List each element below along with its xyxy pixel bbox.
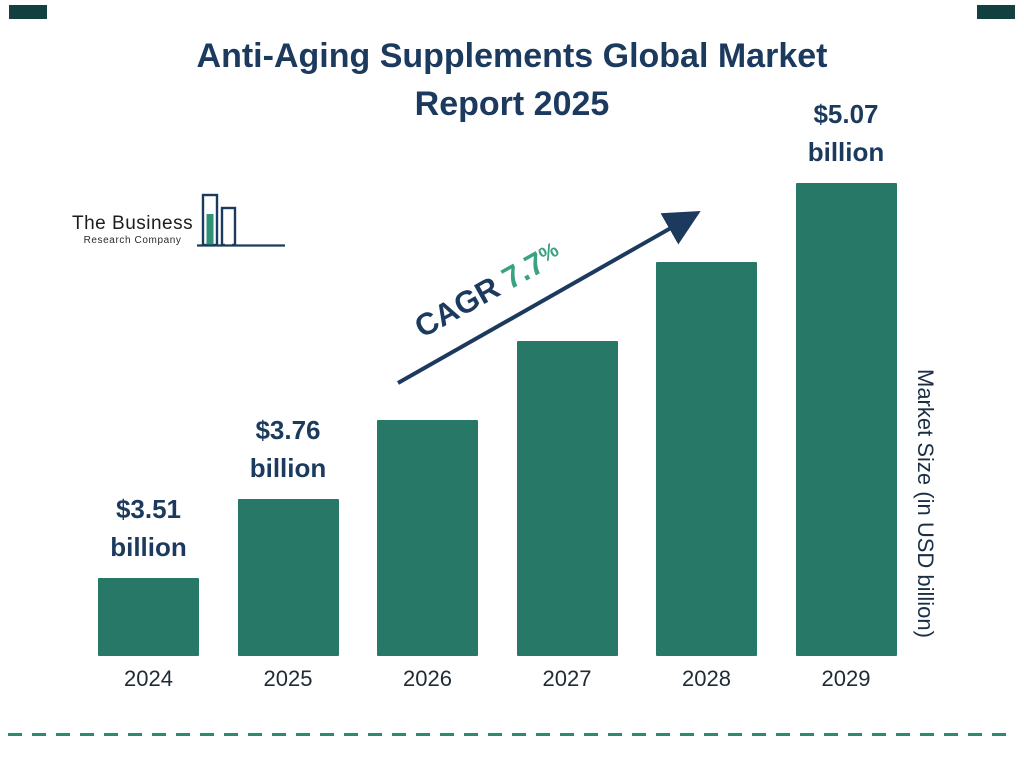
company-logo-text: The Business Research Company bbox=[72, 213, 193, 254]
x-tick-2026: 2026 bbox=[403, 666, 452, 691]
value-label-2024: $3.51 billion bbox=[59, 490, 239, 566]
bar-2026 bbox=[377, 420, 478, 656]
value-label-2029: $5.07 billion bbox=[756, 95, 936, 171]
cagr-value: 7.7% bbox=[495, 238, 563, 297]
cagr-label: CAGR bbox=[408, 269, 506, 345]
bar-2027 bbox=[516, 341, 618, 656]
page-title-line2: Report 2025 bbox=[414, 85, 610, 123]
x-tick-2024: 2024 bbox=[124, 666, 173, 691]
bar-2024 bbox=[98, 578, 199, 656]
bar-2025 bbox=[237, 499, 339, 656]
value-label-line: $5.07 bbox=[813, 99, 879, 129]
x-tick-2029: 2029 bbox=[821, 666, 871, 691]
bar-chart-logo-icon bbox=[197, 193, 286, 247]
corner-decoration-right bbox=[977, 5, 1015, 19]
bar-2028 bbox=[656, 262, 757, 656]
value-label-2025: $3.76 billion bbox=[198, 411, 378, 487]
bar-2029 bbox=[795, 183, 897, 656]
company-logo: The Business Research Company bbox=[72, 192, 287, 254]
x-tick-2027: 2027 bbox=[542, 666, 592, 691]
value-label-line: billion bbox=[249, 453, 327, 483]
y-axis-label: Market Size (in USD billion) bbox=[913, 368, 938, 638]
company-subname: Research Company bbox=[83, 235, 182, 246]
value-label-line: billion bbox=[110, 532, 187, 562]
bottom-dashed-divider bbox=[8, 733, 1016, 736]
x-tick-2028: 2028 bbox=[682, 666, 731, 691]
value-label-line: billion bbox=[807, 137, 885, 167]
company-name: The Business bbox=[72, 213, 194, 234]
x-tick-2025: 2025 bbox=[263, 666, 313, 691]
page-title-line1: Anti-Aging Supplements Global Market bbox=[196, 37, 828, 75]
page-title: Anti-Aging Supplements Global Market Rep… bbox=[0, 32, 1024, 128]
value-label-line: $3.76 bbox=[255, 415, 321, 445]
corner-decoration-left bbox=[9, 5, 47, 19]
value-label-line: $3.51 bbox=[115, 494, 182, 524]
